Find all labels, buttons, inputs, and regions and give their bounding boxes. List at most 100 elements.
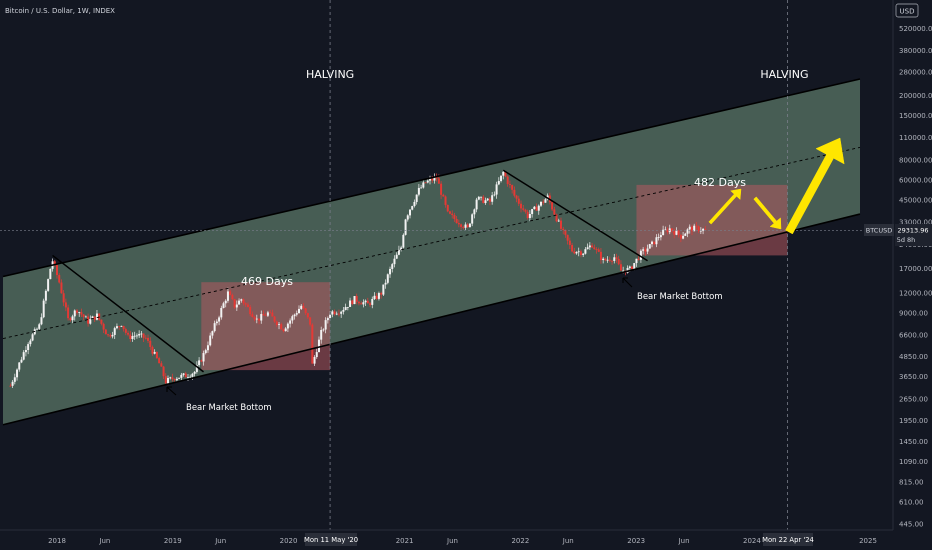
halving-label-2020: HALVING xyxy=(306,68,354,81)
candle xyxy=(588,242,591,250)
candle xyxy=(149,337,152,351)
candle xyxy=(269,309,272,314)
candle xyxy=(591,242,594,248)
candle xyxy=(599,248,602,264)
day-count-box-2019 xyxy=(201,282,331,371)
candle xyxy=(615,253,618,263)
candle xyxy=(122,325,125,332)
candle xyxy=(213,320,216,333)
time-tick: 2025 xyxy=(859,537,877,545)
candle xyxy=(670,228,673,233)
trendline-2022[interactable] xyxy=(502,169,648,262)
candle xyxy=(115,323,118,330)
candle xyxy=(704,225,707,230)
candle xyxy=(462,225,465,230)
candle xyxy=(606,256,609,263)
candle xyxy=(131,332,134,342)
candle xyxy=(557,218,560,222)
candle xyxy=(104,328,107,335)
candle xyxy=(486,197,489,202)
candle xyxy=(309,317,312,327)
candle xyxy=(415,194,418,205)
candle xyxy=(513,186,516,198)
candle xyxy=(180,372,183,381)
time-tick: 2024 xyxy=(743,537,761,545)
candle xyxy=(251,311,254,318)
price-tick: 110000.00 xyxy=(899,134,932,142)
candle xyxy=(366,297,369,304)
candle xyxy=(375,293,378,301)
candle xyxy=(222,301,225,309)
candle xyxy=(317,336,320,353)
candle xyxy=(249,304,252,317)
candle xyxy=(555,213,558,223)
time-scale[interactable]: 2018 Jun 2019 Jun 2020 2021 Jun 2022 Jun 2023 Jun 2… xyxy=(0,529,932,550)
candle xyxy=(322,328,325,332)
candle xyxy=(397,245,400,256)
candle xyxy=(562,226,565,235)
candle xyxy=(520,200,523,213)
candle xyxy=(231,293,234,301)
candle xyxy=(295,310,298,317)
candle xyxy=(690,224,693,236)
day-count-label-482: 482 Days xyxy=(694,176,746,189)
candle xyxy=(258,318,261,325)
candle xyxy=(198,357,201,367)
candle xyxy=(453,212,456,222)
candle xyxy=(695,221,698,230)
candle xyxy=(409,209,412,219)
candle xyxy=(457,219,460,228)
candle xyxy=(382,284,385,296)
countdown-label: 5d 8h xyxy=(897,236,916,244)
candle xyxy=(273,316,276,323)
candle xyxy=(542,199,545,206)
candle xyxy=(151,345,154,356)
channel-middle-line[interactable] xyxy=(2,146,861,339)
price-tag: BTCUSD 29313.96 5d 8h xyxy=(864,224,932,246)
symbol-badge xyxy=(864,224,894,236)
candle xyxy=(102,322,105,333)
time-tick: 2020 xyxy=(280,537,298,545)
candle xyxy=(40,313,43,326)
channel-lower-line[interactable] xyxy=(2,213,861,426)
price-tick: 2650.00 xyxy=(899,396,928,404)
arrow-down xyxy=(753,196,782,230)
candle xyxy=(264,312,267,317)
candle xyxy=(389,266,392,278)
candle xyxy=(311,323,314,364)
candle xyxy=(262,310,265,316)
candle xyxy=(29,338,32,347)
price-badge xyxy=(895,224,932,246)
candle xyxy=(95,310,98,321)
projection-arrows xyxy=(708,137,845,235)
channel-upper-line[interactable] xyxy=(2,78,861,278)
candle xyxy=(506,175,509,187)
candle xyxy=(282,328,285,333)
arrow-up-small xyxy=(708,188,742,225)
price-tick: 1090.00 xyxy=(899,458,928,466)
candle xyxy=(526,209,529,220)
candle xyxy=(684,232,687,236)
candle xyxy=(184,371,187,378)
candle xyxy=(675,227,678,236)
candle xyxy=(18,362,21,372)
candle xyxy=(233,298,236,309)
candle xyxy=(60,279,63,294)
candle xyxy=(142,333,145,343)
price-scale[interactable]: 520000.00 380000.00 280000.00 200000.00 1500… xyxy=(892,0,932,530)
price-tick: 12000.00 xyxy=(899,290,932,298)
candle xyxy=(353,295,356,305)
candle xyxy=(260,310,263,324)
candle xyxy=(579,249,582,258)
candle xyxy=(435,173,438,182)
candle xyxy=(604,257,607,262)
candle xyxy=(178,377,181,379)
candle xyxy=(20,356,23,364)
currency-badge[interactable] xyxy=(895,3,919,18)
trendline-2018[interactable] xyxy=(52,254,204,373)
candle xyxy=(646,244,649,255)
candle xyxy=(16,368,19,381)
price-tick: 200000.00 xyxy=(899,92,932,100)
candle xyxy=(224,299,227,308)
